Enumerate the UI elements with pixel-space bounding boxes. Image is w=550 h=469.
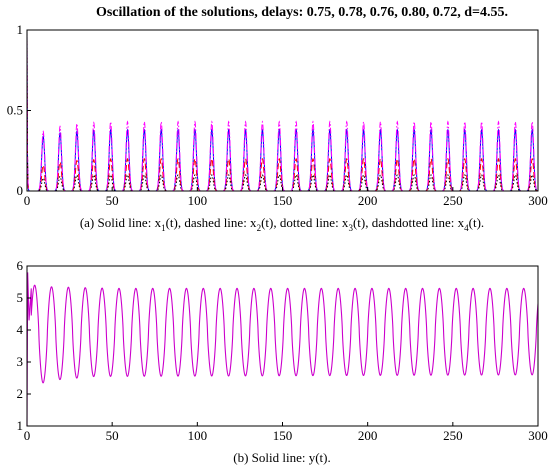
ticks-a: 0 50 100 150 200 250 300 0 0.5 1	[7, 22, 548, 208]
panel-a: 0 50 100 150 200 250 300 0 0.5 1	[7, 22, 548, 208]
x-tick-label: 50	[106, 428, 119, 443]
panel-b: 0 50 100 150 200 250 300 1 2 3 4 5 6	[17, 258, 548, 443]
y-tick-label: 4	[17, 322, 24, 337]
axes-frame-a	[26, 29, 539, 192]
caption-a: (a) Solid line: x1(t), dashed line: x2(t…	[80, 215, 484, 233]
y-tick-label: 5	[17, 290, 24, 305]
x-tick-label: 200	[358, 193, 378, 208]
x-tick-label: 300	[528, 193, 548, 208]
x-tick-label: 250	[443, 428, 463, 443]
y-tick-label: 1	[17, 22, 24, 37]
plot-area-b	[26, 272, 539, 427]
x-tick-label: 0	[24, 193, 31, 208]
x-tick-label: 200	[358, 428, 378, 443]
caption-b: (b) Solid line: y(t).	[233, 450, 331, 465]
y-tick-label: 0.5	[7, 103, 23, 118]
ticks-b: 0 50 100 150 200 250 300 1 2 3 4 5 6	[17, 258, 548, 443]
y-tick-label: 1	[17, 418, 24, 433]
figure-title: Oscillation of the solutions, delays: 0.…	[96, 5, 508, 20]
x-tick-label: 100	[188, 428, 208, 443]
y-tick-label: 0	[17, 183, 24, 198]
series-x2-line	[26, 29, 539, 192]
x-tick-label: 50	[106, 193, 119, 208]
x-tick-label: 150	[273, 428, 293, 443]
y-tick-label: 3	[17, 354, 24, 369]
series-x3-line	[26, 29, 539, 192]
x-tick-label: 300	[528, 428, 548, 443]
plot-area-a	[26, 29, 539, 192]
series-y-line	[26, 272, 539, 427]
y-tick-label: 6	[17, 258, 24, 273]
x-tick-label: 150	[273, 193, 293, 208]
x-tick-label: 0	[24, 428, 31, 443]
x-tick-label: 250	[443, 193, 463, 208]
series-x4-line	[26, 29, 539, 192]
x-tick-label: 100	[188, 193, 208, 208]
series-x1-line	[26, 29, 539, 192]
y-tick-label: 2	[17, 386, 24, 401]
